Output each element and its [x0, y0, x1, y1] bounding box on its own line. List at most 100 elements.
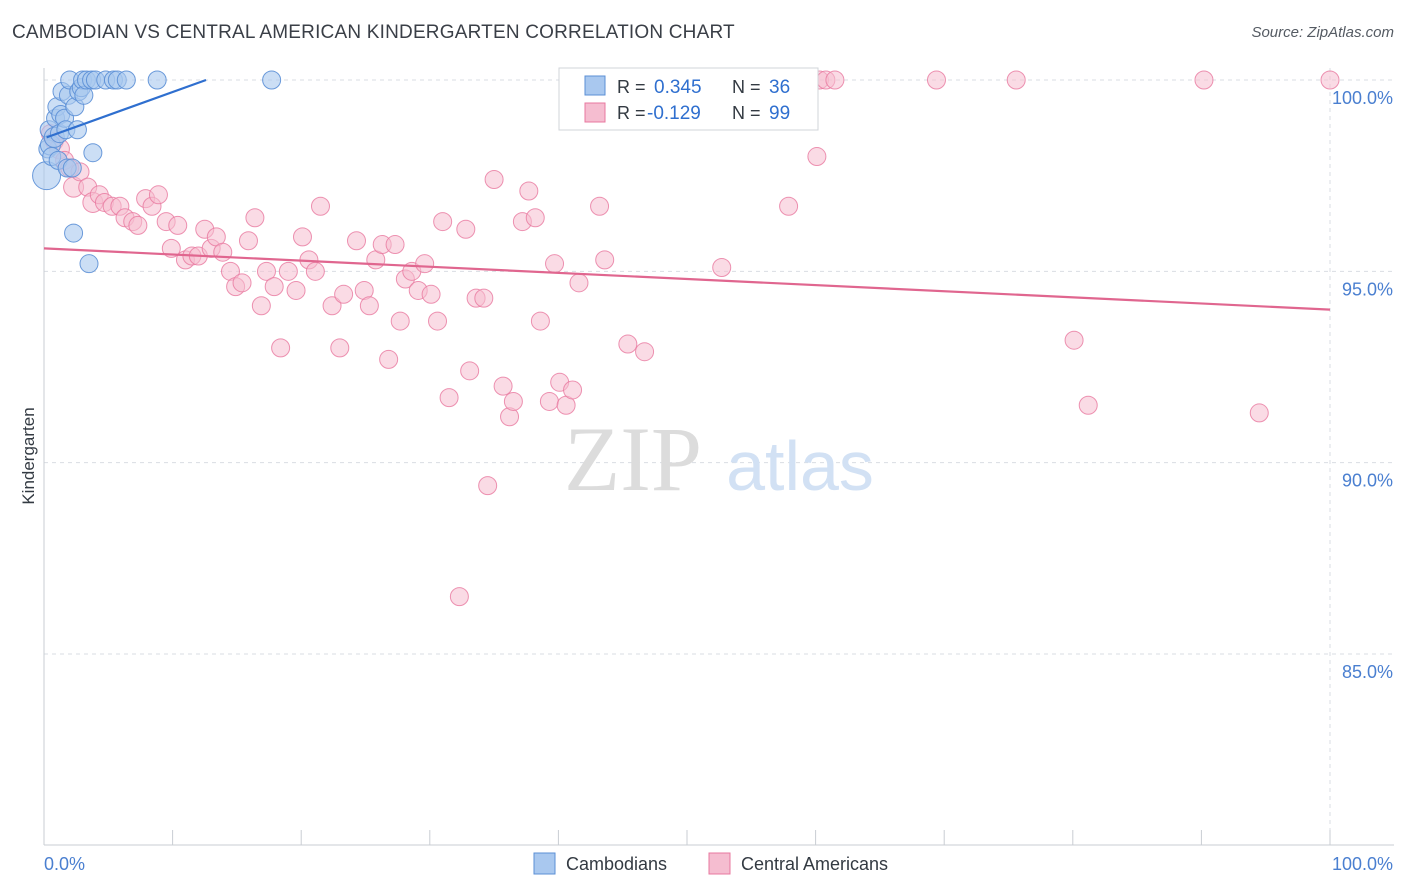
- data-point-central-american: [238, 231, 258, 251]
- data-point-central-american: [530, 311, 550, 331]
- trend-lines: [43, 78, 1331, 311]
- legend-label-central-americans: Central Americans: [741, 854, 888, 874]
- data-point-central-american: [779, 196, 799, 216]
- stats-legend: R = 0.345 N = 36 R = -0.129 N = 99: [558, 67, 819, 131]
- data-point-central-american: [1194, 70, 1214, 90]
- data-point-central-american: [310, 196, 330, 216]
- data-point-central-american: [456, 219, 476, 239]
- data-point-central-american: [148, 185, 168, 205]
- stats-n-label: N =: [732, 103, 761, 123]
- data-point-cambodian: [116, 70, 136, 90]
- series-cambodians-points: [32, 70, 282, 274]
- legend-swatch-cambodians: [533, 852, 556, 875]
- data-point-central-american: [1006, 70, 1026, 90]
- data-point-central-american: [264, 277, 284, 297]
- data-point-central-american: [385, 235, 405, 255]
- data-point-central-american: [519, 181, 539, 201]
- y-tick-label: 100.0%: [1332, 88, 1393, 108]
- x-tick-label: 100.0%: [1332, 854, 1393, 874]
- data-point-central-american: [545, 254, 565, 274]
- y-axis-label: Kindergarten: [19, 407, 38, 504]
- data-point-cambodian: [79, 254, 99, 274]
- data-point-central-american: [1249, 403, 1269, 423]
- data-point-central-american: [322, 296, 342, 316]
- data-point-central-american: [503, 391, 523, 411]
- data-point-central-american: [525, 208, 545, 228]
- data-point-central-american: [825, 70, 845, 90]
- y-tick-label: 85.0%: [1342, 662, 1393, 682]
- stats-n-value: 36: [769, 77, 790, 98]
- data-point-central-american: [128, 215, 148, 235]
- x-tick-label: 0.0%: [44, 854, 85, 874]
- data-point-central-american: [539, 391, 559, 411]
- data-point-central-american: [168, 215, 188, 235]
- data-point-cambodian: [64, 223, 84, 243]
- chart-title: CAMBODIAN VS CENTRAL AMERICAN KINDERGART…: [12, 22, 735, 43]
- data-point-central-american: [712, 258, 732, 278]
- series-legend: Cambodians Central Americans: [533, 852, 888, 875]
- x-ticks: [172, 830, 1331, 845]
- data-point-central-american: [590, 196, 610, 216]
- data-point-central-american: [161, 238, 181, 258]
- data-point-central-american: [213, 242, 233, 262]
- data-point-central-american: [256, 261, 276, 281]
- data-point-central-american: [439, 388, 459, 408]
- data-point-central-american: [251, 296, 271, 316]
- watermark-zip: ZIP: [564, 408, 702, 510]
- data-point-central-american: [245, 208, 265, 228]
- data-point-central-american: [334, 284, 354, 304]
- data-point-cambodian: [147, 70, 167, 90]
- data-point-central-american: [428, 311, 448, 331]
- data-point-central-american: [278, 261, 298, 281]
- watermark-atlas: atlas: [726, 427, 874, 505]
- data-point-central-american: [474, 288, 494, 308]
- series-central-americans-points: [40, 70, 1340, 607]
- data-point-central-american: [807, 147, 827, 167]
- stats-r-label: R =: [617, 103, 646, 123]
- data-point-central-american: [926, 70, 946, 90]
- data-point-central-american: [1078, 395, 1098, 415]
- data-point-cambodian: [62, 158, 82, 178]
- watermark: ZIP atlas: [564, 408, 874, 510]
- data-point-central-american: [415, 254, 435, 274]
- stats-r-value: 0.345: [654, 77, 702, 98]
- data-point-central-american: [286, 280, 306, 300]
- stats-n-value: 99: [769, 103, 790, 124]
- data-point-central-american: [635, 342, 655, 362]
- data-point-central-american: [292, 227, 312, 247]
- axes: [43, 68, 1394, 846]
- legend-label-cambodians: Cambodians: [566, 854, 667, 874]
- data-point-central-american: [460, 361, 480, 381]
- trend-line-cambodians: [46, 78, 207, 139]
- stats-n-label: N =: [732, 77, 761, 97]
- data-point-central-american: [595, 250, 615, 270]
- data-point-central-american: [421, 284, 441, 304]
- stats-r-value: -0.129: [647, 103, 701, 124]
- data-point-central-american: [449, 587, 469, 607]
- data-point-cambodian: [83, 143, 103, 163]
- data-point-central-american: [1064, 330, 1084, 350]
- data-point-central-american: [1320, 70, 1340, 90]
- data-point-central-american: [563, 380, 583, 400]
- data-point-central-american: [330, 338, 350, 358]
- data-point-central-american: [493, 376, 513, 396]
- data-point-central-american: [232, 273, 252, 293]
- y-tick-label: 95.0%: [1342, 279, 1393, 299]
- y-tick-label: 90.0%: [1342, 471, 1393, 491]
- grid-lines: [44, 68, 1394, 845]
- data-point-central-american: [305, 261, 325, 281]
- legend-swatch-central-americans: [708, 852, 731, 875]
- data-point-central-american: [359, 296, 379, 316]
- data-point-cambodian: [262, 70, 282, 90]
- data-point-central-american: [271, 338, 291, 358]
- data-point-central-american: [390, 311, 410, 331]
- data-point-central-american: [379, 349, 399, 369]
- trend-line-central-americans: [43, 247, 1331, 311]
- x-tick-labels: 0.0% 100.0%: [44, 854, 1393, 874]
- stats-r-label: R =: [617, 77, 646, 97]
- data-point-central-american: [484, 169, 504, 189]
- chart-source: Source: ZipAtlas.com: [1251, 24, 1394, 41]
- data-point-central-american: [618, 334, 638, 354]
- stats-swatch-cambodians: [584, 75, 606, 96]
